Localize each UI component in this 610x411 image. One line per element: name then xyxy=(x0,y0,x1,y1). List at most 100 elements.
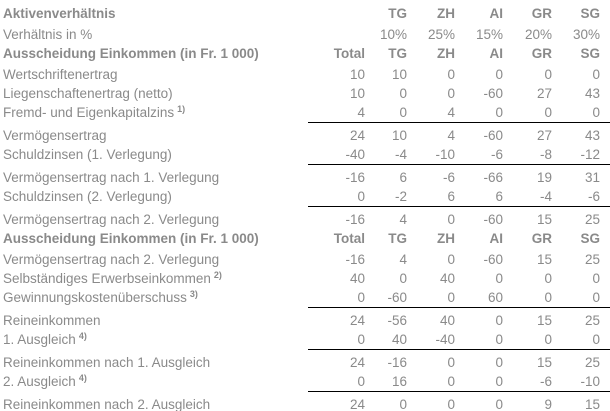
cell-sg: -12 xyxy=(552,145,600,165)
cell-total: 0 xyxy=(308,187,365,207)
row-label: Reineinkommen nach 1. Ausgleich xyxy=(0,353,308,372)
row-label: Selbständiges Erwerbseinkommen 2) xyxy=(0,269,308,288)
row-label: Vermögensertrag nach 2. Verlegung xyxy=(0,250,308,269)
row-label: Reineinkommen xyxy=(0,311,308,330)
row-label-text: Reineinkommen nach 1. Ausgleich xyxy=(3,355,211,370)
cell-tg: -16 xyxy=(387,355,407,370)
cell-gr: 15 xyxy=(536,212,552,227)
table-row: Vermögensertrag nach 2. Verlegung -16 4 0 -6… xyxy=(0,250,610,269)
cell-zh: 40 xyxy=(439,271,455,286)
table-row: Vermögensertrag 24 10 4 -60 27 43 xyxy=(0,126,610,145)
cell-tg: TG xyxy=(388,231,407,246)
cell-tg: 0 xyxy=(399,397,407,411)
cell-zh: 4 xyxy=(407,103,455,123)
cell-gr: 15 xyxy=(536,252,552,267)
cell-total: Total xyxy=(333,46,365,61)
cell-total: 4 xyxy=(308,103,365,123)
cell-sg: 15 xyxy=(584,397,600,411)
cell-ai: 0 xyxy=(495,67,503,82)
row-label: 1. Ausgleich 4) xyxy=(0,330,308,349)
cell-zh: 6 xyxy=(407,187,455,207)
cell-sg: -6 xyxy=(552,187,600,207)
cell-sg: 30% xyxy=(572,27,600,42)
table-row: Ausscheidung Einkommen (in Fr. 1 000) Tot… xyxy=(0,44,610,65)
row-label-text: Vermögensertrag xyxy=(3,128,107,143)
row-label: Verhältnis in % xyxy=(0,25,308,44)
cell-zh: ZH xyxy=(437,231,455,246)
cell-total: 24 xyxy=(349,313,365,328)
cell-gr: 15 xyxy=(536,313,552,328)
cell-ai: 0 xyxy=(455,372,503,392)
row-label-text: Ausscheidung Einkommen (in Fr. 1 000) xyxy=(3,46,259,61)
table-row: Wertschriftenertrag 10 10 0 0 0 0 xyxy=(0,65,610,84)
row-label-text: Fremd- und Eigenkapitalzins xyxy=(3,105,175,120)
table-row: Gewinnungskostenüberschuss 3) 0 -60 0 60 0 0 xyxy=(0,288,610,311)
footnote-marker: 4) xyxy=(78,372,87,383)
footnote-marker: 4) xyxy=(78,330,87,341)
table-row: Selbständiges Erwerbseinkommen 2) 40 0 40 0 0 0 xyxy=(0,269,610,288)
cell-total: 24 xyxy=(349,397,365,411)
cell-ai: 6 xyxy=(455,187,503,207)
cell-tg: TG xyxy=(388,46,407,61)
row-label: Aktivenverhältnis xyxy=(0,4,308,24)
row-label: Fremd- und Eigenkapitalzins 1) xyxy=(0,103,308,122)
cell-tg: 4 xyxy=(399,212,407,227)
cell-ai: AI xyxy=(489,6,504,21)
footnote-marker: 3) xyxy=(189,288,198,299)
cell-ai: -66 xyxy=(483,170,503,185)
cell-zh: 0 xyxy=(447,67,455,82)
table-row: Reineinkommen nach 2. Ausgleich 24 0 0 0 9 15 xyxy=(0,395,610,411)
cell-gr: 0 xyxy=(503,103,552,123)
footnote-marker: 2) xyxy=(213,269,222,280)
cell-ai: 0 xyxy=(495,313,503,328)
row-label-text: Liegenschaftenertrag (netto) xyxy=(3,86,173,101)
cell-gr: 20% xyxy=(524,27,552,42)
table-row: Liegenschaftenertrag (netto) 10 0 0 -60 27 43 xyxy=(0,84,610,103)
table-row: Reineinkommen 24 -56 40 0 15 25 xyxy=(0,311,610,330)
table-row: Ausscheidung Einkommen (in Fr. 1 000) Tot… xyxy=(0,229,610,250)
cell-tg: 40 xyxy=(365,330,407,350)
cell-tg: -2 xyxy=(365,187,407,207)
cell-total: 0 xyxy=(308,372,365,392)
row-label-text: Schuldzinsen (2. Verlegung) xyxy=(3,189,172,204)
cell-zh: 0 xyxy=(447,355,455,370)
cell-total: 24 xyxy=(349,355,365,370)
row-label: Ausscheidung Einkommen (in Fr. 1 000) xyxy=(0,44,308,64)
cell-tg: -56 xyxy=(387,313,407,328)
cell-zh: 0 xyxy=(407,288,455,308)
cell-tg: 10 xyxy=(391,128,407,143)
cell-sg: 43 xyxy=(584,86,600,101)
cell-sg: 0 xyxy=(552,103,600,123)
cell-sg: 0 xyxy=(552,330,600,350)
row-label-text: Vermögensertrag nach 2. Verlegung xyxy=(3,252,220,267)
cell-tg: TG xyxy=(388,6,407,21)
row-label: Vermögensertrag nach 1. Verlegung xyxy=(0,168,308,187)
cell-total: 10 xyxy=(349,67,365,82)
cell-zh: 0 xyxy=(447,397,455,411)
table-row: Schuldzinsen (2. Verlegung) 0 -2 6 6 -4 -6 xyxy=(0,187,610,210)
cell-zh: -6 xyxy=(442,170,455,185)
cell-gr: -6 xyxy=(503,372,552,392)
row-label-text: Schuldzinsen (1. Verlegung) xyxy=(3,147,172,162)
cell-tg: 0 xyxy=(399,86,407,101)
cell-ai: -60 xyxy=(483,128,503,143)
cell-ai: 0 xyxy=(455,103,503,123)
row-label: Schuldzinsen (2. Verlegung) xyxy=(0,187,308,206)
row-label: Vermögensertrag nach 2. Verlegung xyxy=(0,210,308,229)
cell-gr: 0 xyxy=(503,288,552,308)
table-row: Verhältnis in % 10% 25% 15% 20% 30% xyxy=(0,25,610,44)
table-row: Reineinkommen nach 1. Ausgleich 24 -16 0 0 15… xyxy=(0,353,610,372)
cell-sg: 0 xyxy=(552,288,600,308)
cell-tg: 0 xyxy=(399,271,407,286)
cell-ai: 0 xyxy=(495,355,503,370)
cell-gr: -8 xyxy=(503,145,552,165)
cell-gr: GR xyxy=(531,46,552,61)
cell-tg: 16 xyxy=(365,372,407,392)
cell-tg: -60 xyxy=(365,288,407,308)
footnote-marker: 1) xyxy=(177,103,186,114)
cell-tg: 0 xyxy=(365,103,407,123)
cell-ai: AI xyxy=(489,46,504,61)
cell-zh: 0 xyxy=(447,86,455,101)
cell-zh: 4 xyxy=(447,128,455,143)
table-row: Vermögensertrag nach 1. Verlegung -16 6 -6 -… xyxy=(0,168,610,187)
